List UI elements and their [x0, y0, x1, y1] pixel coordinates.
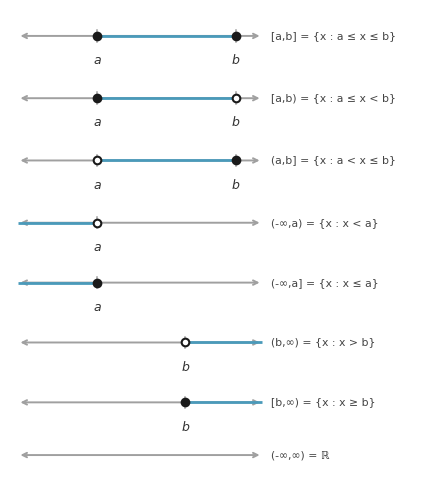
Text: a: a: [93, 116, 101, 129]
Text: b: b: [232, 54, 240, 67]
Text: b: b: [181, 361, 189, 374]
Text: (-∞,∞) = ℝ: (-∞,∞) = ℝ: [271, 450, 330, 460]
Text: b: b: [181, 421, 189, 433]
Text: b: b: [232, 116, 240, 129]
Text: [a,b) = {x : a ≤ x < b}: [a,b) = {x : a ≤ x < b}: [271, 93, 396, 103]
Text: a: a: [93, 241, 101, 254]
Text: a: a: [93, 301, 101, 314]
Text: (-∞,a] = {x : x ≤ a}: (-∞,a] = {x : x ≤ a}: [271, 278, 379, 287]
Text: a: a: [93, 54, 101, 67]
Text: [b,∞) = {x : x ≥ b}: [b,∞) = {x : x ≥ b}: [271, 398, 376, 407]
Text: (-∞,a) = {x : x < a}: (-∞,a) = {x : x < a}: [271, 218, 379, 228]
Text: [a,b] = {x : a ≤ x ≤ b}: [a,b] = {x : a ≤ x ≤ b}: [271, 31, 396, 41]
Text: a: a: [93, 179, 101, 192]
Text: (b,∞) = {x : x > b}: (b,∞) = {x : x > b}: [271, 338, 376, 347]
Text: (a,b] = {x : a < x ≤ b}: (a,b] = {x : a < x ≤ b}: [271, 156, 396, 165]
Text: b: b: [232, 179, 240, 192]
